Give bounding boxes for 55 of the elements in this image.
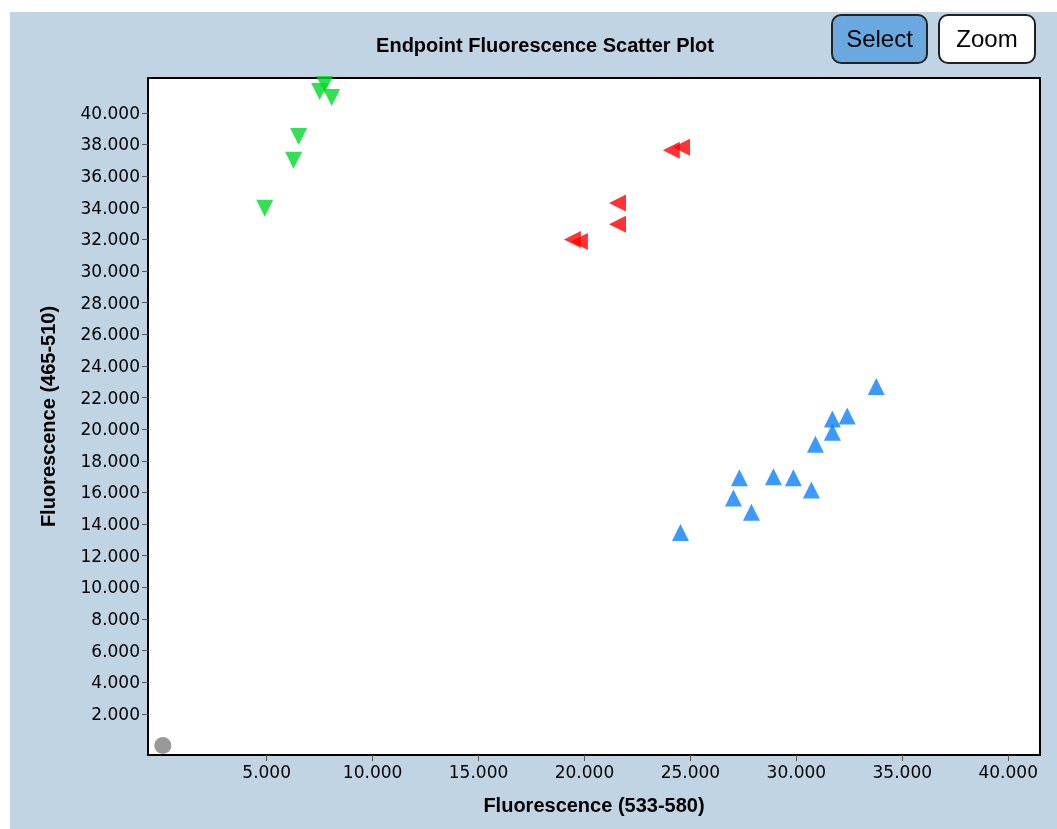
- y-tick-label: 28.000: [80, 292, 140, 313]
- y-tick-label: 8.000: [91, 608, 140, 629]
- point: [742, 503, 760, 521]
- y-tick-label: 26.000: [80, 324, 140, 345]
- y-tick-label: 12.000: [80, 545, 140, 566]
- point: [311, 82, 329, 100]
- x-axis-title: Fluorescence (533-580): [483, 794, 705, 816]
- point: [154, 737, 172, 754]
- point: [290, 128, 308, 146]
- point: [609, 215, 627, 233]
- point: [256, 199, 274, 217]
- point: [802, 481, 820, 499]
- y-tick-label: 30.000: [80, 260, 140, 281]
- y-tick-label: 38.000: [80, 134, 140, 155]
- point: [323, 89, 341, 107]
- y-tick-label: 20.000: [80, 419, 140, 440]
- point: [838, 407, 856, 425]
- point: [764, 468, 782, 486]
- x-tick-label: 20.000: [554, 761, 615, 782]
- y-tick-label: 6.000: [91, 640, 140, 661]
- chart-title: Endpoint Fluorescence Scatter Plot: [376, 34, 715, 56]
- y-tick-label: 16.000: [80, 482, 140, 503]
- point: [609, 194, 627, 212]
- y-axis-title: Fluorescence (465-510): [37, 305, 59, 528]
- y-tick-label: 22.000: [80, 387, 140, 408]
- point: [285, 151, 303, 169]
- x-tick-label: 15.000: [448, 761, 509, 782]
- y-tick-label: 40.000: [80, 102, 140, 123]
- x-tick-label: 25.000: [660, 761, 721, 782]
- y-tick-label: 24.000: [80, 355, 140, 376]
- y-tick-label: 14.000: [80, 514, 140, 535]
- y-tick-label: 32.000: [80, 229, 140, 250]
- y-tick-label: 2.000: [91, 703, 140, 724]
- x-tick-label: 30.000: [766, 761, 827, 782]
- x-tick-label: 35.000: [872, 761, 933, 782]
- point: [784, 469, 802, 487]
- y-tick-label: 34.000: [80, 197, 140, 218]
- point: [671, 524, 689, 542]
- y-tick-label: 4.000: [91, 672, 140, 693]
- point: [806, 435, 824, 453]
- point: [563, 231, 581, 248]
- point: [662, 141, 680, 159]
- y-tick-label: 36.000: [80, 166, 140, 187]
- point: [867, 378, 885, 396]
- point: [823, 423, 841, 441]
- x-tick-label: 5.000: [242, 761, 291, 782]
- x-tick-label: 10.000: [342, 761, 403, 782]
- point: [724, 489, 742, 507]
- y-tick-label: 10.000: [80, 577, 140, 598]
- x-tick-label: 40.000: [978, 761, 1038, 782]
- point: [823, 410, 841, 428]
- point: [730, 469, 748, 487]
- y-tick-label: 18.000: [80, 450, 140, 471]
- button[interactable]: Zoom: [938, 14, 1036, 64]
- button[interactable]: Select: [831, 14, 928, 64]
